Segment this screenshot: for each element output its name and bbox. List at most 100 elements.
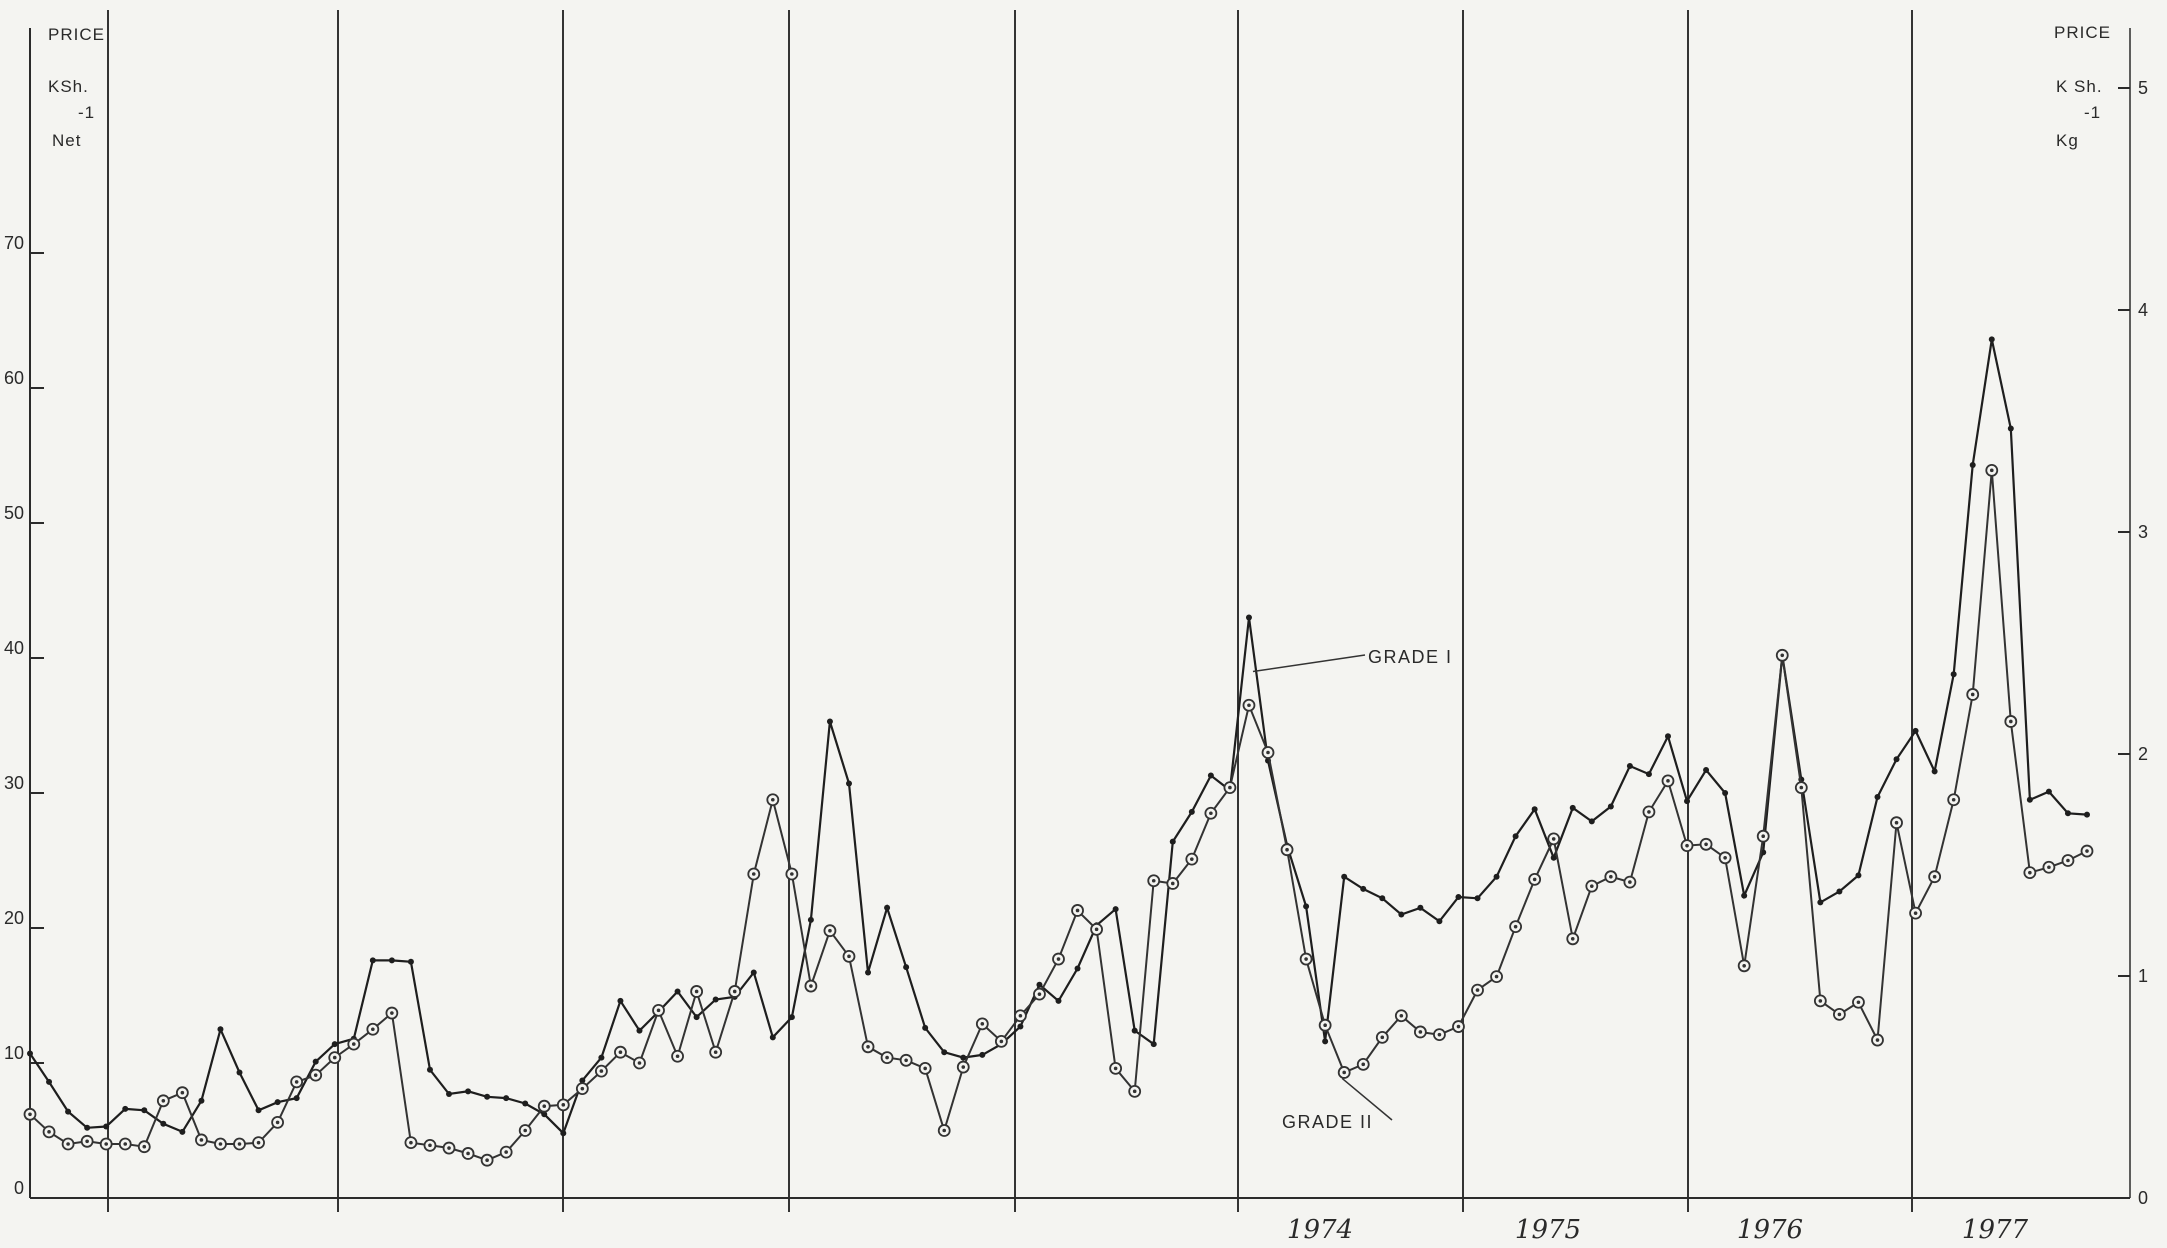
data-point-center <box>2085 849 2089 853</box>
data-point-center <box>1209 811 1213 816</box>
labels-layer: PRICE KSh. -1 Net PRICE K Sh. -1 Kg 1974 1975 1976… <box>48 23 2111 1245</box>
data-point <box>1417 904 1424 911</box>
data-point <box>1207 772 1214 779</box>
data-point-center <box>1247 703 1251 708</box>
data-point-center <box>751 872 756 876</box>
data-point <box>522 1100 529 1107</box>
data-point-center <box>1856 1000 1861 1005</box>
data-point-center <box>923 1066 927 1071</box>
data-point <box>769 1034 776 1041</box>
data-point <box>65 1108 72 1115</box>
right-axis-label-line: Kg <box>2056 131 2079 150</box>
data-point-center <box>1570 937 1575 941</box>
data-point-center <box>2047 865 2051 870</box>
data-point-center <box>313 1073 318 1077</box>
data-point-center <box>961 1065 966 1069</box>
data-point <box>1836 888 1843 895</box>
data-point-center <box>294 1080 299 1084</box>
data-point-center <box>1780 653 1785 658</box>
data-point-center <box>1875 1038 1880 1042</box>
left-tick-label: 20 <box>4 908 24 928</box>
data-point <box>1512 833 1519 840</box>
data-point <box>1912 727 1919 734</box>
data-point-center <box>28 1112 32 1117</box>
data-point-center <box>1628 880 1632 884</box>
data-point-center <box>1190 857 1194 861</box>
data-point <box>465 1088 472 1095</box>
series-label-grade-i: GRADE I <box>1368 647 1453 667</box>
data-point <box>598 1054 605 1061</box>
data-point <box>426 1066 433 1073</box>
left-tick-label: 30 <box>4 773 24 793</box>
data-point-center <box>1894 820 1899 825</box>
data-point <box>1626 763 1633 769</box>
leader-grade-i <box>1252 654 1366 673</box>
data-point-center <box>599 1069 604 1073</box>
data-point-center <box>1818 999 1823 1003</box>
data-point <box>1988 336 1995 343</box>
data-point-center <box>561 1103 566 1107</box>
data-point-center <box>637 1061 642 1065</box>
data-point-center <box>2009 719 2013 724</box>
data-point-center <box>275 1120 280 1125</box>
data-point-center <box>371 1027 375 1032</box>
data-point <box>1684 798 1691 805</box>
data-point <box>1569 804 1576 811</box>
series-label-grade-ii: GRADE II <box>1282 1112 1373 1132</box>
data-point <box>1245 614 1252 621</box>
series-grade-ii <box>23 463 2094 1167</box>
data-point-center <box>618 1050 623 1054</box>
data-point-center <box>351 1042 356 1046</box>
data-point <box>369 957 376 964</box>
data-point <box>255 1107 262 1114</box>
data-point-center <box>1056 957 1061 961</box>
data-point <box>2007 425 2014 432</box>
data-point <box>845 780 852 787</box>
data-point <box>922 1024 929 1031</box>
series-grade-i <box>27 336 2090 1137</box>
year-label: 1977 <box>1962 1215 2029 1243</box>
data-point <box>1379 895 1386 902</box>
data-point-center <box>1437 1032 1442 1037</box>
data-point-center <box>1018 1013 1023 1018</box>
data-point-center <box>866 1045 870 1049</box>
data-point <box>1074 965 1081 972</box>
left-tick-label: 60 <box>4 368 24 388</box>
data-point <box>1131 1027 1138 1034</box>
data-point <box>1455 893 1462 900</box>
data-point <box>1493 873 1500 880</box>
data-point <box>1645 771 1652 778</box>
data-point <box>1303 903 1310 910</box>
data-point-center <box>466 1151 470 1156</box>
data-point <box>2045 788 2052 795</box>
data-point-center <box>1647 810 1651 814</box>
data-point-center <box>1685 843 1689 848</box>
data-point-center <box>1075 908 1080 913</box>
data-point <box>331 1041 338 1048</box>
data-point-center <box>542 1104 547 1108</box>
data-point-center <box>237 1142 242 1146</box>
data-point <box>541 1111 548 1118</box>
data-point <box>484 1093 491 1100</box>
data-point-center <box>1304 957 1308 961</box>
left-axis-label-line: PRICE <box>48 25 105 44</box>
data-point-center <box>1837 1012 1842 1017</box>
data-point <box>1588 818 1595 825</box>
data-point-center <box>47 1130 51 1134</box>
left-axis-label-line: KSh. <box>48 77 89 96</box>
data-point <box>122 1105 129 1112</box>
data-point-center <box>1761 834 1766 838</box>
data-point-center <box>1666 779 1670 783</box>
data-point <box>693 1014 700 1021</box>
right-axis-label-line: PRICE <box>2054 23 2111 42</box>
data-point <box>712 996 719 1003</box>
data-point <box>27 1050 33 1057</box>
data-point <box>407 958 414 965</box>
data-point <box>141 1107 148 1114</box>
data-point-center <box>2066 858 2070 863</box>
right-tick-label: 2 <box>2138 744 2148 764</box>
data-point <box>2084 811 2090 818</box>
left-axis-label-line: -1 <box>78 103 95 122</box>
data-point <box>312 1058 319 1065</box>
